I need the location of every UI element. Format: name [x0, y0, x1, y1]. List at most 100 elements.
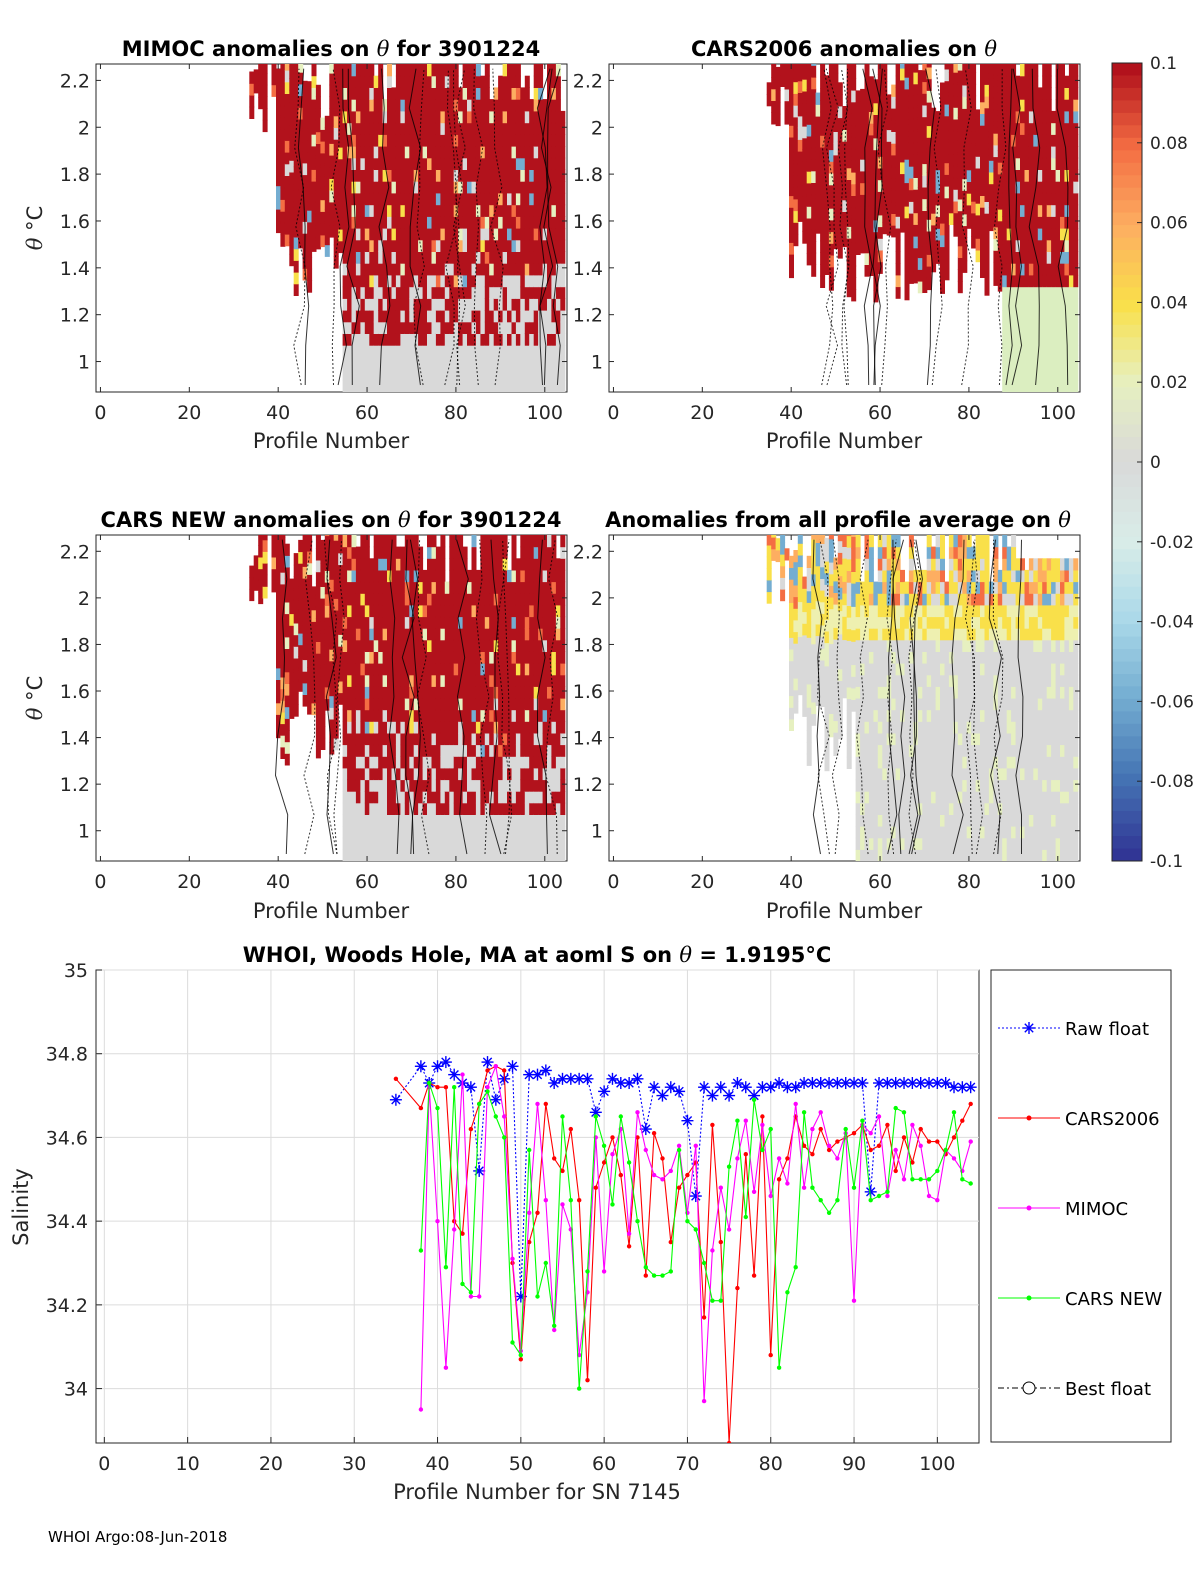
heatmap-cell — [373, 274, 379, 288]
heatmap-cell — [793, 573, 799, 586]
heatmap-cell — [842, 546, 848, 559]
heatmap-cell — [944, 68, 950, 82]
heatmap-cell — [1042, 169, 1048, 182]
heatmap-cell — [855, 195, 861, 209]
heatmap-cell — [922, 210, 928, 223]
heatmap-cell — [1028, 122, 1034, 135]
heatmap-cell — [391, 732, 397, 746]
heatmap-cell — [882, 163, 888, 176]
heatmap-cell — [551, 64, 557, 77]
heatmap-cell — [511, 744, 517, 757]
heatmap-cell — [1033, 228, 1039, 241]
heatmap-cell — [467, 744, 472, 757]
heatmap-cell — [1042, 298, 1048, 311]
heatmap-cell — [431, 581, 437, 594]
heatmap-cell — [542, 814, 548, 827]
heatmap-cell — [1051, 134, 1057, 147]
heatmap-cell — [307, 655, 313, 668]
heatmap-cell — [302, 80, 308, 94]
heatmap-cell — [806, 602, 812, 615]
heatmap-cell — [555, 239, 561, 252]
heatmap-cell — [555, 99, 561, 112]
heatmap-cell — [413, 146, 419, 159]
heatmap-cell — [511, 192, 517, 206]
heatmap-cell — [864, 229, 870, 242]
heatmap-cell — [900, 150, 905, 163]
heatmap-cell — [258, 85, 264, 98]
heatmap-cell — [355, 686, 361, 699]
heatmap-cell — [440, 110, 446, 124]
heatmap-cell — [271, 84, 277, 97]
heatmap-cell — [1037, 321, 1043, 334]
heatmap-cell — [440, 581, 446, 594]
heatmap-cell — [515, 333, 521, 346]
heatmap-cell — [338, 692, 344, 705]
contour-line — [416, 539, 430, 855]
heatmap-cell — [962, 260, 968, 273]
heatmap-cell — [413, 535, 419, 548]
heatmap-cell — [1073, 333, 1079, 346]
heatmap-cell — [435, 779, 441, 792]
heatmap-cell — [1002, 134, 1008, 147]
heatmap-cell — [538, 581, 544, 594]
heatmap-cell — [855, 113, 861, 127]
heatmap-cell — [258, 591, 264, 605]
heatmap-cell — [502, 216, 508, 229]
heatmap-cell — [1060, 216, 1065, 229]
heatmap-cell — [364, 744, 370, 757]
heatmap-cell — [820, 671, 826, 684]
heatmap-cell — [1002, 157, 1008, 170]
heatmap-cell — [409, 558, 415, 571]
heatmap-cell — [957, 280, 963, 294]
heatmap-cell — [324, 221, 330, 234]
heatmap-cell — [551, 651, 557, 664]
heatmap-cell — [276, 644, 281, 657]
heatmap-cell — [311, 75, 317, 88]
heatmap-cell — [824, 87, 830, 100]
heatmap-cell — [315, 96, 321, 109]
heatmap-cell — [547, 756, 552, 769]
heatmap-cell — [515, 286, 521, 299]
heatmap-cell — [515, 251, 521, 264]
heatmap-cell — [449, 558, 455, 571]
heatmap-cell — [529, 228, 535, 241]
heatmap-cell — [471, 216, 477, 229]
heatmap-cell — [329, 719, 335, 732]
heatmap-cell — [515, 674, 521, 687]
heatmap-cell — [369, 310, 375, 323]
heatmap-cell — [1073, 110, 1079, 124]
heatmap-cell — [520, 380, 526, 392]
heatmap-cell — [891, 201, 897, 214]
heatmap-cell — [511, 546, 517, 559]
heatmap-cell — [422, 356, 428, 370]
heatmap-cell — [418, 663, 424, 676]
heatmap-cell — [515, 721, 521, 734]
heatmap-cell — [311, 99, 317, 112]
heatmap-cells — [766, 64, 1079, 392]
heatmap-cell — [431, 274, 437, 288]
heatmap-cell — [824, 747, 830, 760]
heatmap-cell — [507, 192, 512, 206]
heatmap-cell — [435, 380, 441, 392]
heatmap-cell — [484, 356, 490, 370]
heatmap-cell — [378, 157, 384, 170]
heatmap-cell — [1024, 64, 1030, 77]
heatmap-cell — [364, 263, 370, 276]
heatmap-cell — [1011, 321, 1017, 334]
heatmap-cell — [395, 274, 401, 288]
heatmap-cell — [302, 127, 308, 140]
heatmap-cell — [351, 767, 357, 781]
heatmap-cell — [498, 663, 504, 676]
heatmap-cell — [360, 87, 366, 100]
heatmap-cell — [837, 610, 843, 623]
heatmap-cell — [931, 248, 937, 261]
heatmap-cell — [811, 100, 817, 113]
heatmap-cell — [249, 95, 255, 108]
heatmap-cell — [547, 663, 552, 676]
heatmap-cell — [908, 248, 914, 261]
heatmap-cell — [507, 651, 512, 664]
heatmap-cell — [462, 604, 468, 618]
heatmap-cell — [418, 814, 424, 827]
heatmap-cell — [908, 166, 914, 179]
heatmap-cell — [1015, 345, 1021, 358]
